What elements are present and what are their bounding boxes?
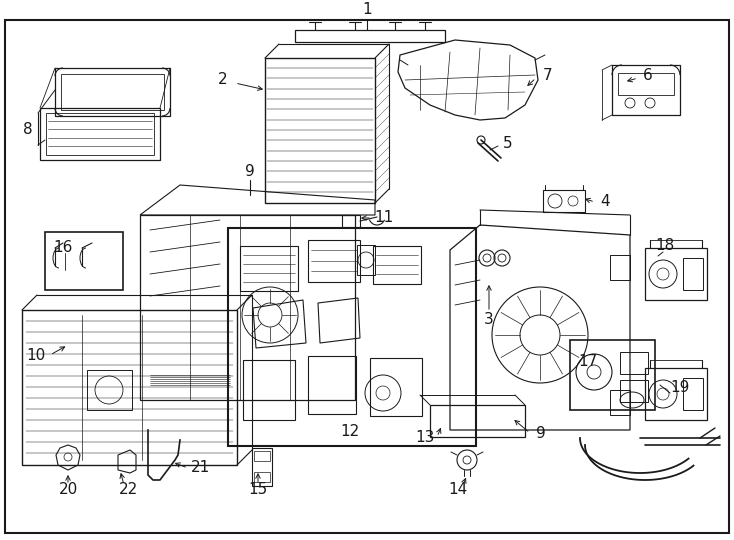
Text: 14: 14 [448, 483, 468, 497]
Bar [40, 108, 160, 160]
Bar [228, 228, 476, 446]
Text: 12: 12 [341, 424, 360, 440]
Bar [61, 74, 164, 110]
Text: 22: 22 [118, 483, 138, 497]
Bar [254, 451, 270, 461]
Text: 9: 9 [536, 426, 546, 441]
Text: 3: 3 [484, 313, 494, 327]
Text: 13: 13 [415, 429, 435, 444]
Bar [683, 378, 703, 410]
Bar [373, 246, 421, 284]
Text: 10: 10 [26, 348, 46, 362]
Bar [308, 356, 356, 414]
Bar [620, 352, 648, 374]
Bar [308, 240, 360, 282]
Bar [645, 248, 707, 300]
Bar [342, 215, 360, 227]
Text: 1: 1 [362, 3, 372, 17]
Bar [370, 358, 422, 416]
Bar [240, 246, 298, 291]
Text: 16: 16 [54, 240, 73, 255]
Bar [357, 245, 375, 275]
Bar [612, 65, 680, 115]
Bar [618, 73, 674, 95]
Text: 2: 2 [218, 72, 228, 87]
Bar [46, 113, 154, 155]
Bar [140, 215, 355, 400]
Text: 6: 6 [643, 68, 653, 83]
Text: 5: 5 [504, 136, 513, 151]
Text: 15: 15 [248, 483, 268, 497]
Text: 18: 18 [655, 238, 675, 253]
Bar [295, 30, 445, 42]
Bar [543, 190, 585, 212]
Bar [265, 58, 375, 203]
Text: 11: 11 [374, 211, 393, 226]
Text: 21: 21 [190, 461, 210, 476]
Bar [45, 232, 123, 290]
Bar [55, 68, 170, 116]
Bar [570, 340, 655, 410]
Bar [243, 360, 295, 420]
Bar [252, 448, 272, 486]
Bar [620, 380, 648, 402]
Text: 7: 7 [543, 68, 553, 83]
Text: 4: 4 [600, 194, 610, 210]
Bar [610, 255, 630, 280]
Bar [22, 310, 237, 465]
Text: 20: 20 [59, 483, 78, 497]
Bar [87, 370, 132, 410]
Bar [683, 258, 703, 290]
Text: 9: 9 [245, 165, 255, 179]
Text: 17: 17 [578, 354, 597, 369]
Bar [610, 390, 630, 415]
Bar [645, 368, 707, 420]
Bar [254, 472, 270, 482]
Text: 8: 8 [23, 123, 33, 138]
Text: 19: 19 [670, 381, 690, 395]
Bar [430, 405, 525, 437]
